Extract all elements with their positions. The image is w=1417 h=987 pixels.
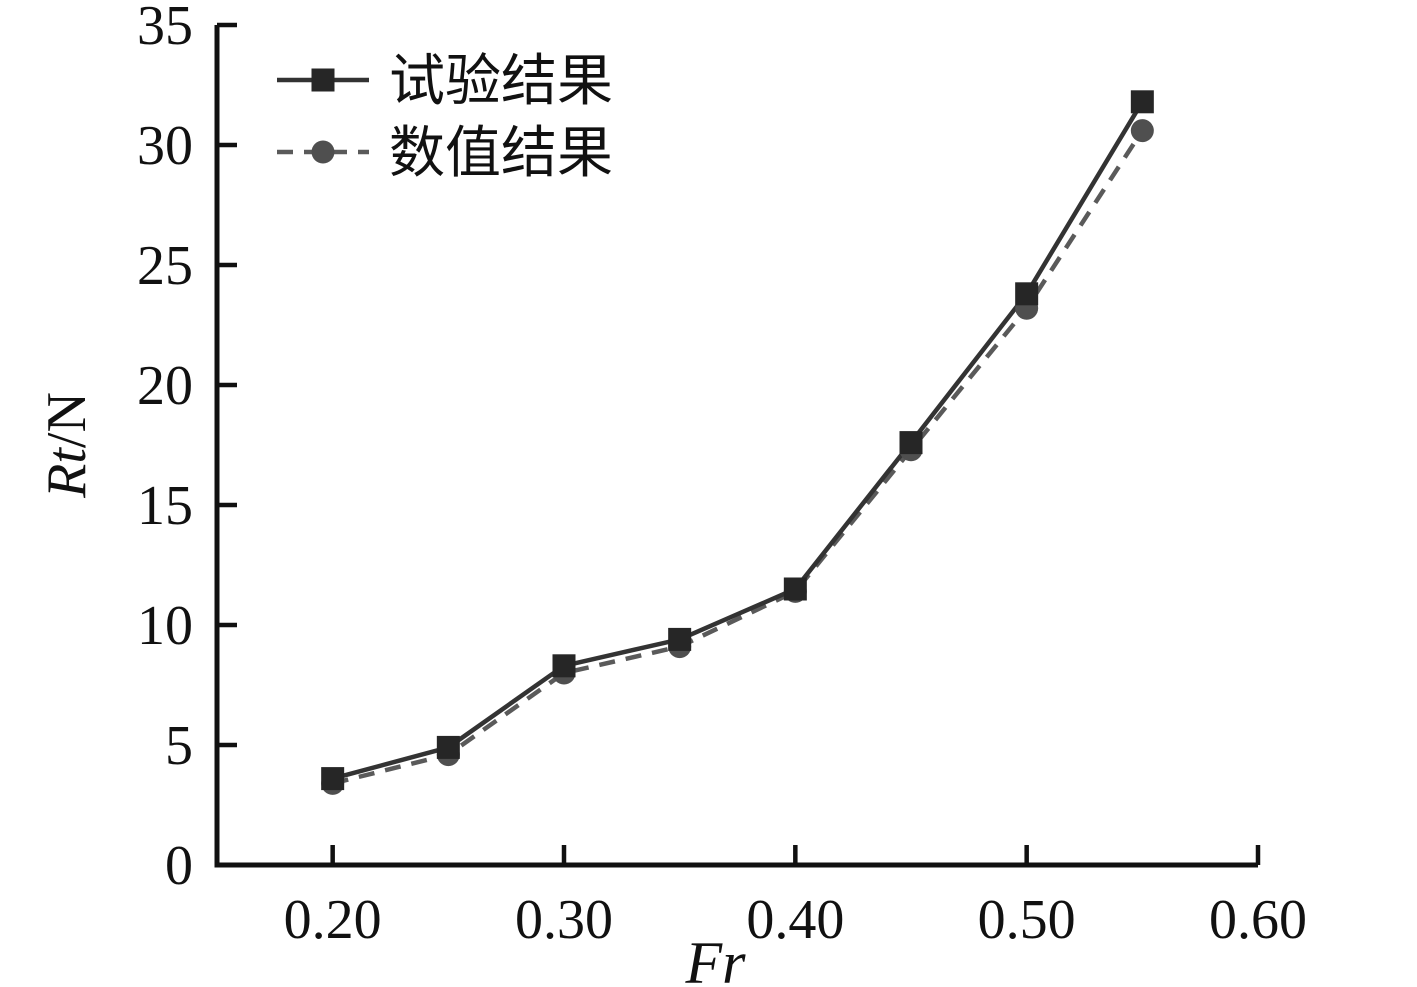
legend-label: 数值结果: [389, 123, 613, 185]
x-tick-label: 0.20: [284, 889, 382, 951]
y-tick-label: 35: [137, 0, 193, 57]
legend-label: 试验结果: [389, 51, 613, 113]
y-tick-label: 30: [137, 115, 193, 177]
y-tick-label: 20: [137, 355, 193, 417]
marker-square: [436, 735, 460, 759]
y-tick-label: 25: [137, 235, 193, 297]
x-tick-label: 0.50: [978, 889, 1076, 951]
y-axis-label: Rt/N: [36, 392, 98, 499]
legend-marker-square: [311, 68, 335, 92]
marker-square: [783, 577, 807, 601]
y-tick-label: 0: [165, 835, 193, 897]
marker-square: [321, 767, 345, 791]
marker-square: [899, 431, 923, 455]
marker-circle: [1130, 119, 1154, 143]
y-tick-label: 10: [137, 595, 193, 657]
x-tick-label: 0.30: [515, 889, 613, 951]
legend-item: 试验结果: [277, 51, 613, 113]
marker-square: [1130, 90, 1154, 114]
marker-square: [1015, 282, 1039, 306]
x-tick-label: 0.60: [1209, 889, 1307, 951]
y-tick-label: 5: [165, 715, 193, 777]
marker-square: [552, 654, 576, 678]
legend-marker-circle: [311, 140, 335, 164]
x-tick-label: 0.40: [746, 889, 844, 951]
legend-item: 数值结果: [277, 123, 613, 185]
y-tick-label: 15: [137, 475, 193, 537]
series-line-numerical: [332, 129, 1145, 786]
marker-square: [668, 627, 692, 651]
series-line-experimental: [332, 100, 1145, 781]
x-axis-label: Fr: [685, 930, 747, 987]
